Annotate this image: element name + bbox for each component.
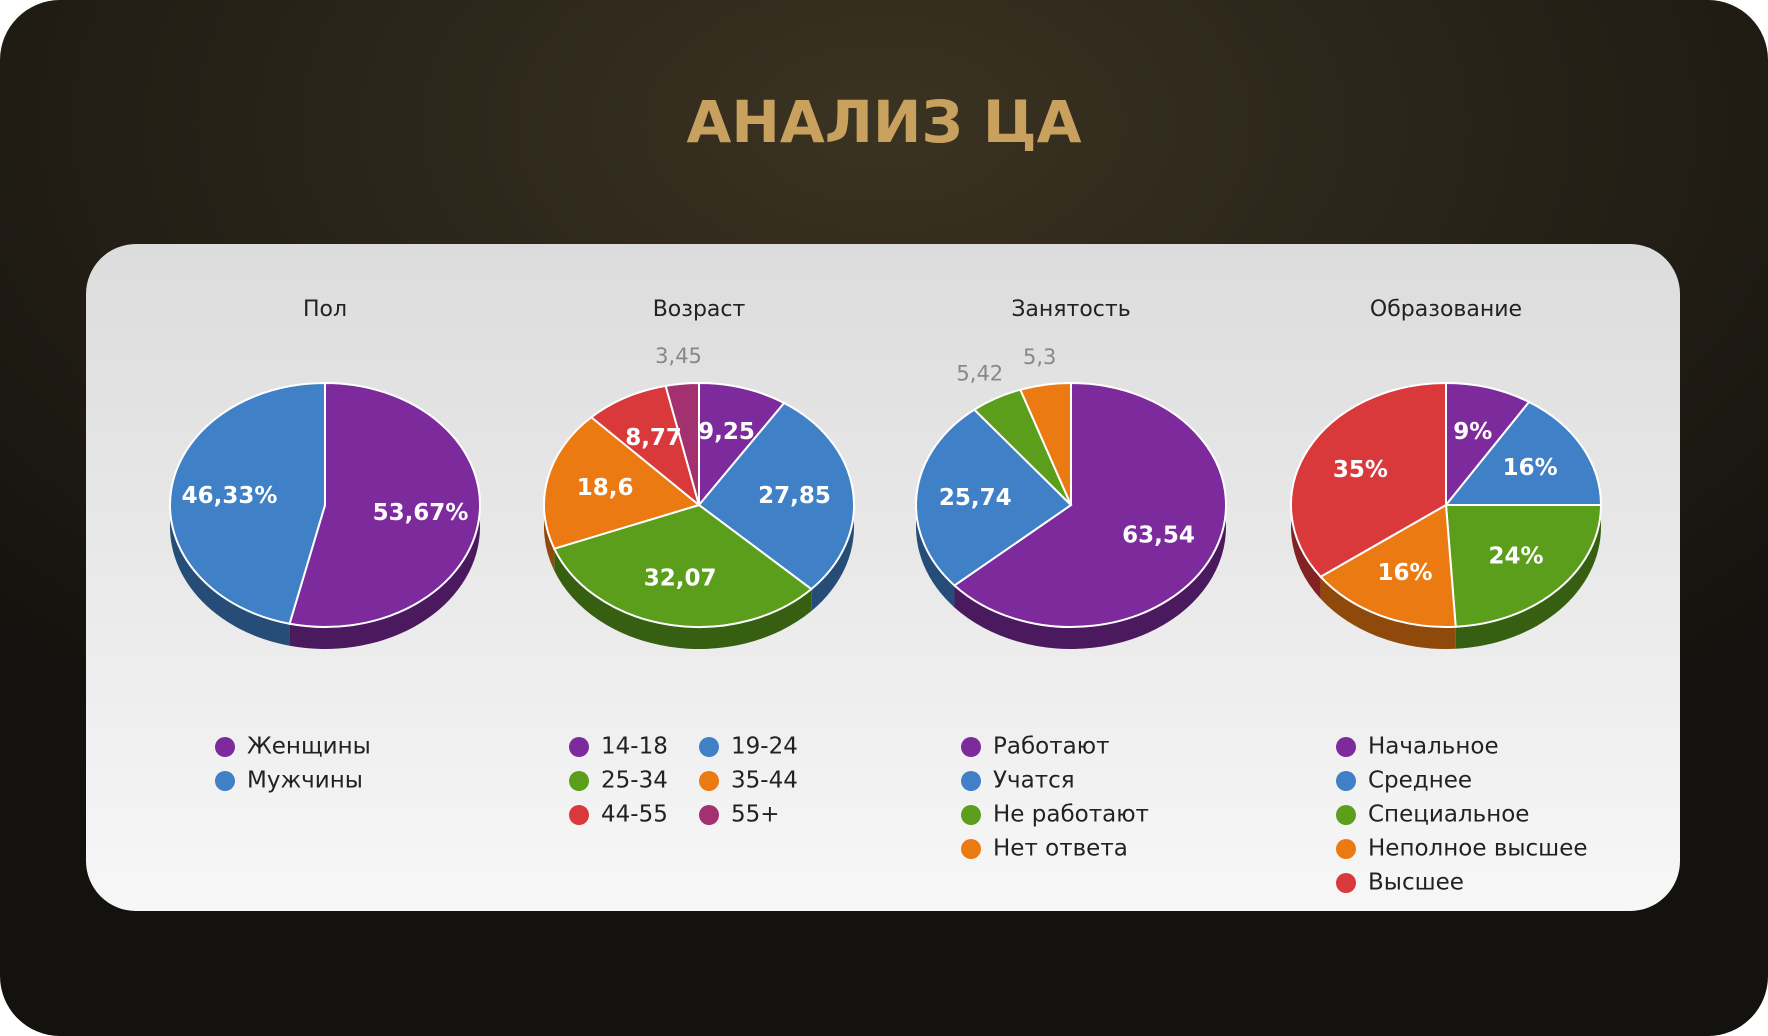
legend-label: Работают (993, 734, 1109, 760)
slice-side (1320, 576, 1456, 649)
legend-label: 19-24 (731, 734, 798, 760)
slice (169, 381, 326, 625)
legend-swatch (961, 771, 981, 791)
legend-label: 25-34 (601, 768, 668, 794)
data-label: 35% (1333, 457, 1388, 483)
data-label: 53,67% (373, 500, 469, 526)
slice (589, 384, 701, 508)
slice-side (954, 383, 1227, 649)
legend-label: Неполное высшее (1368, 836, 1588, 862)
data-label: 9% (1453, 419, 1492, 445)
slice (543, 415, 702, 550)
legend-swatch (961, 805, 981, 825)
slice (552, 503, 813, 628)
card (86, 244, 1680, 911)
legend-swatch (1336, 839, 1356, 859)
slice (1018, 381, 1072, 506)
pie-title: Пол (303, 297, 347, 322)
slice (1443, 400, 1603, 506)
legend-label: Нет ответа (993, 836, 1128, 862)
data-label: 9,25 (698, 419, 755, 445)
data-label: 46,33% (182, 483, 278, 509)
legend-swatch (699, 805, 719, 825)
data-label: 3,45 (655, 344, 702, 368)
legend-swatch (1336, 873, 1356, 893)
slice (952, 381, 1227, 628)
legend-swatch (1336, 805, 1356, 825)
data-label: 25,74 (939, 485, 1012, 511)
slice (698, 381, 786, 508)
data-label: 5,3 (1023, 345, 1056, 369)
legend-swatch (699, 771, 719, 791)
legend-label: 14-18 (601, 734, 668, 760)
legend-label: Начальное (1368, 734, 1499, 760)
legend-label: 35-44 (731, 768, 798, 794)
legend-label: Высшее (1368, 870, 1464, 896)
legend-label: Среднее (1368, 768, 1472, 794)
legend-swatch (1336, 737, 1356, 757)
slice (664, 381, 700, 506)
data-label: 8,77 (625, 425, 682, 451)
legend-swatch (961, 737, 981, 757)
data-label: 27,85 (758, 483, 831, 509)
data-label: 32,07 (644, 566, 717, 592)
slice (1290, 381, 1447, 578)
legend-label: Мужчины (247, 768, 363, 794)
legend-label: Женщины (247, 734, 371, 760)
legend-swatch (569, 737, 589, 757)
slice-side (554, 548, 812, 649)
legend-label: 55+ (731, 802, 780, 828)
legend-label: Специальное (1368, 802, 1529, 828)
slice (915, 408, 1073, 587)
legend-label: 44-55 (601, 802, 668, 828)
legend-swatch (215, 771, 235, 791)
legend-swatch (569, 771, 589, 791)
data-label: 63,54 (1122, 523, 1195, 549)
legend-label: Учатся (993, 768, 1075, 794)
slice (288, 381, 481, 628)
legend-label: Не работают (993, 802, 1149, 828)
pie-title: Занятость (1011, 297, 1130, 322)
legend-swatch (961, 839, 981, 859)
slice (1445, 381, 1531, 508)
data-label: 16% (1503, 455, 1558, 481)
pie-title: Образование (1370, 297, 1522, 322)
legend-swatch (215, 737, 235, 757)
data-label: 5,42 (956, 362, 1003, 386)
slice (697, 401, 855, 591)
data-label: 16% (1378, 560, 1433, 586)
legend-swatch (1336, 771, 1356, 791)
data-label: 18,6 (577, 475, 634, 501)
slice (1444, 504, 1603, 628)
legend-swatch (569, 805, 589, 825)
data-label: 24% (1489, 543, 1544, 569)
legend-swatch (699, 737, 719, 757)
slide-title: АНАЛИЗ ЦА (686, 88, 1081, 156)
slice (1319, 503, 1457, 628)
pie-title: Возраст (653, 297, 746, 322)
